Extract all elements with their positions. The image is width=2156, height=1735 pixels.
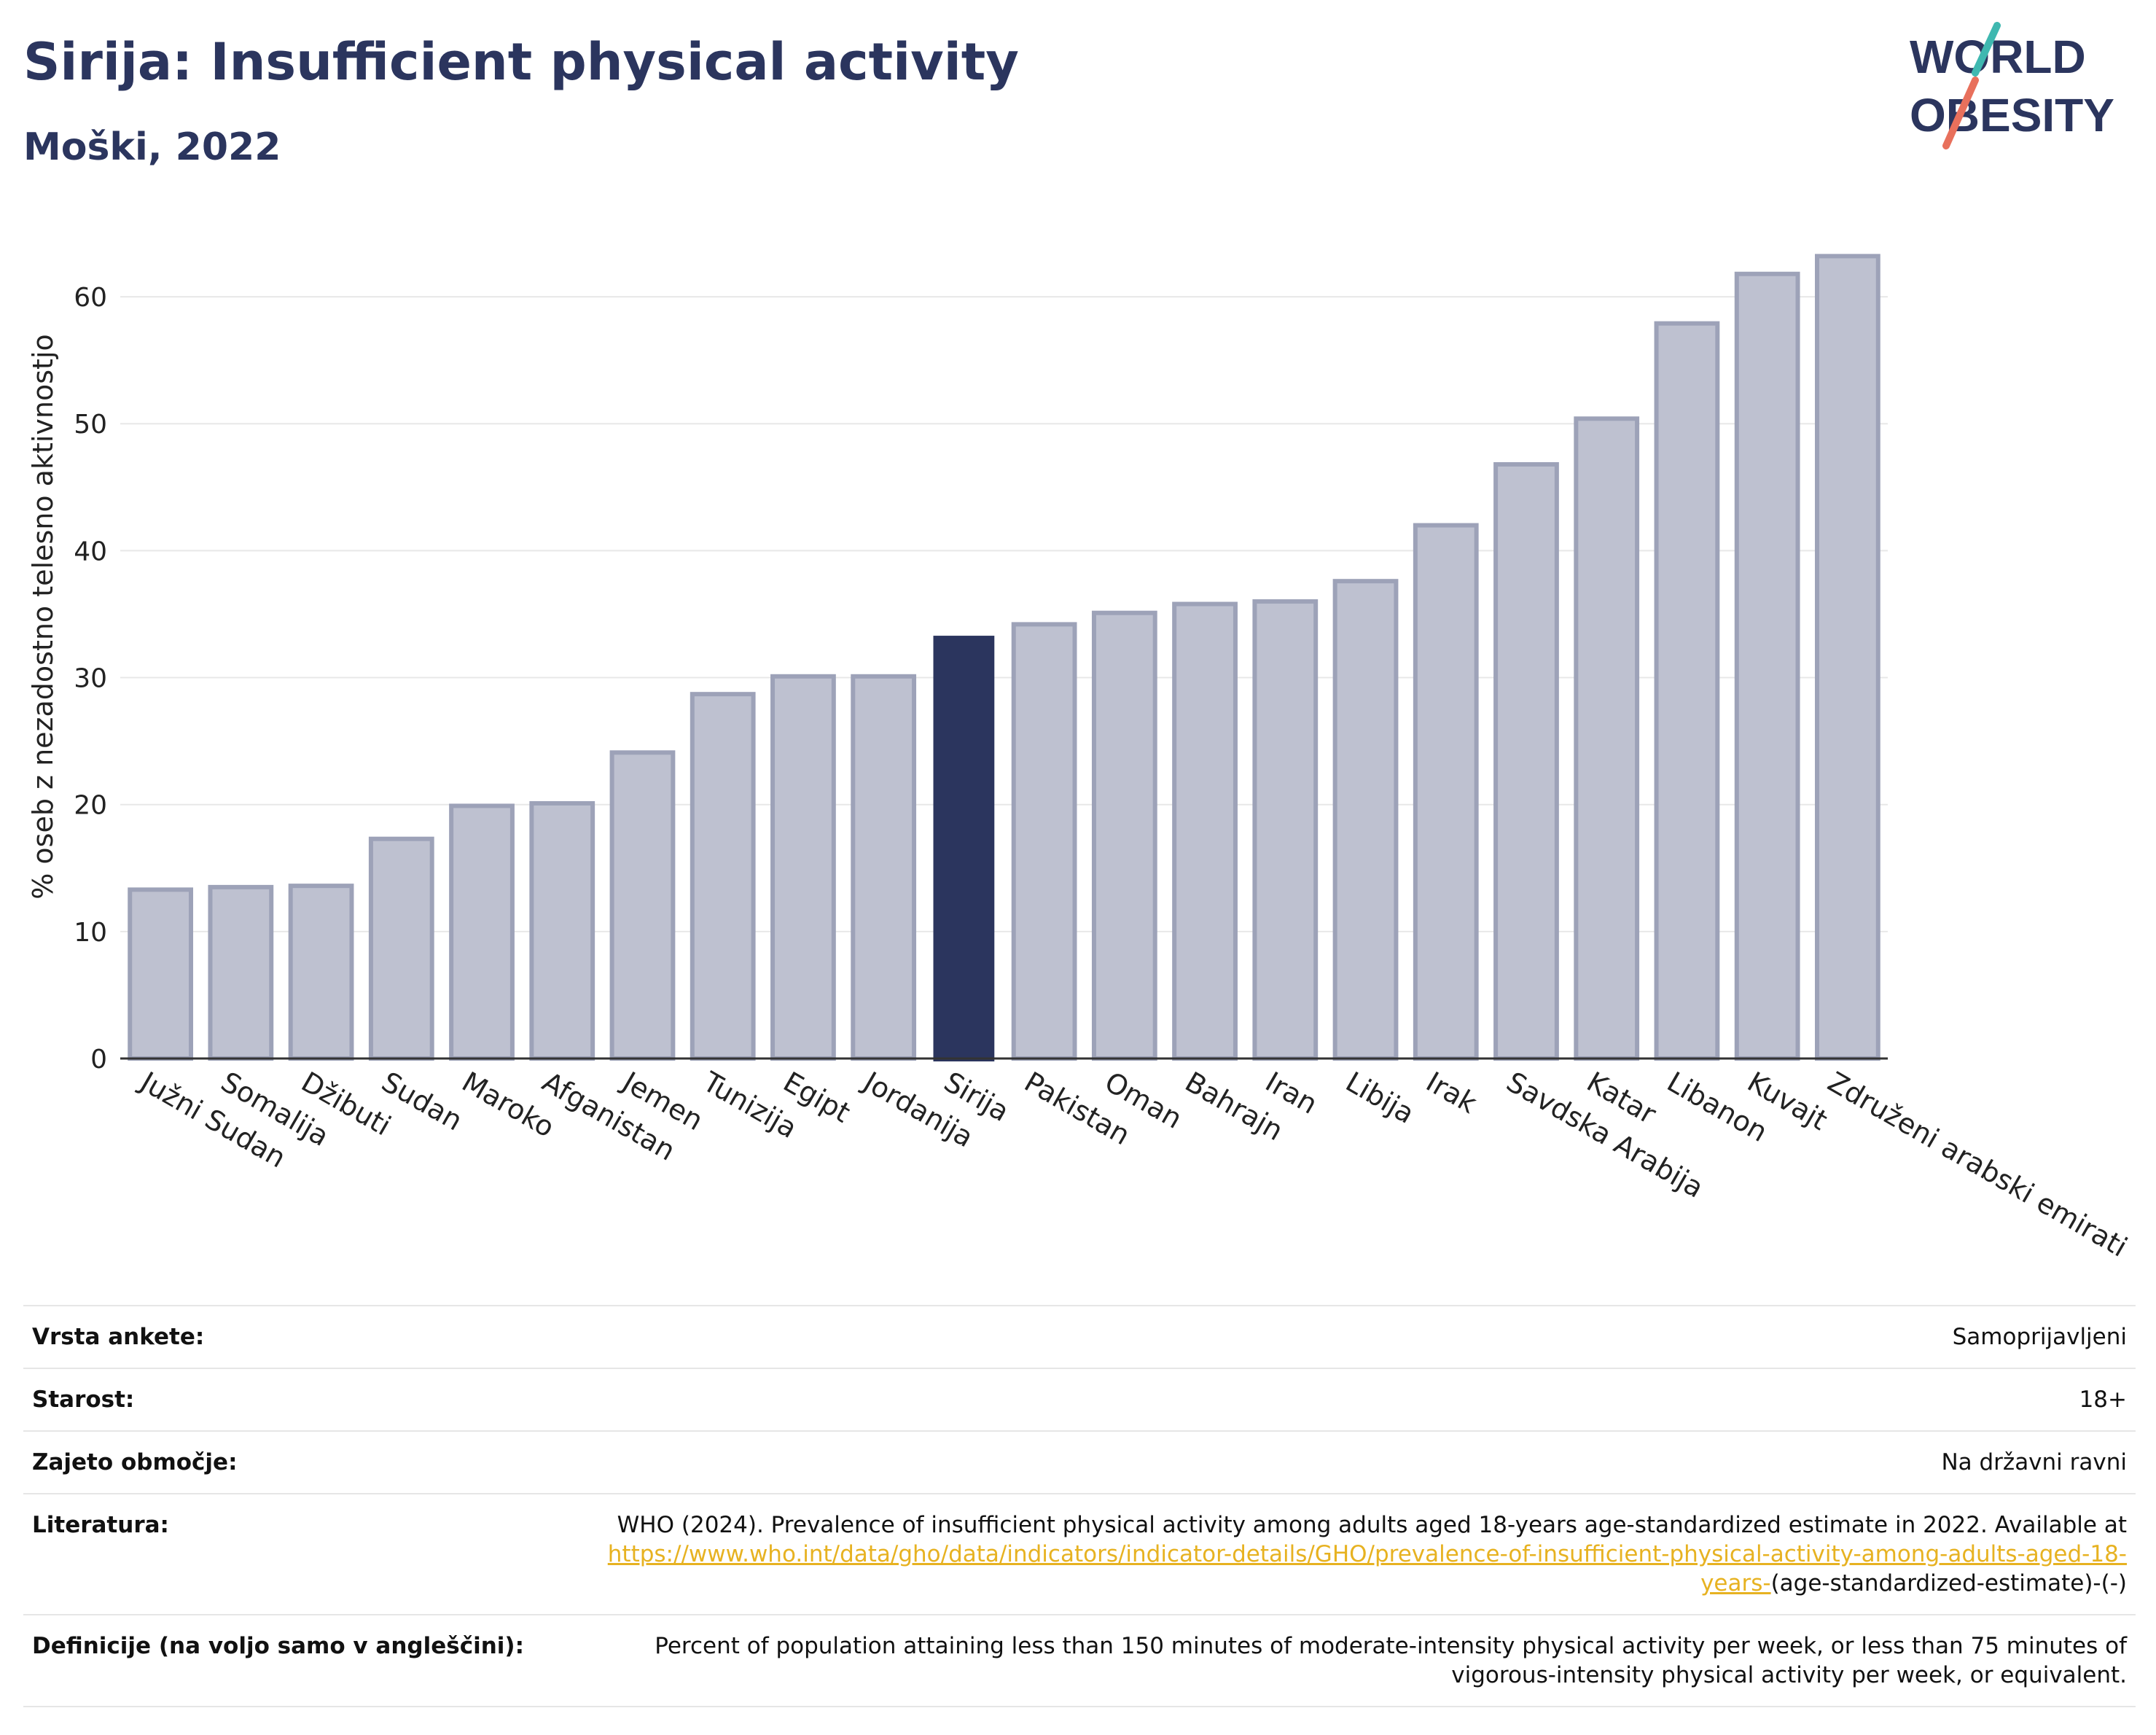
bar <box>449 803 515 1061</box>
meta-row-age: Starost: 18+ <box>23 1368 2136 1431</box>
bar <box>1734 271 1800 1061</box>
bar <box>1172 601 1238 1061</box>
bar <box>1091 610 1157 1061</box>
bar <box>1413 523 1479 1061</box>
definition-label: Definicije (na voljo samo v angleščini): <box>23 1614 595 1707</box>
bar <box>851 674 917 1061</box>
age-value: 18+ <box>595 1368 2136 1431</box>
bar <box>368 836 434 1061</box>
bar <box>1815 254 1880 1061</box>
definition-value: Percent of population attaining less tha… <box>595 1614 2136 1707</box>
y-tick-label: 10 <box>74 918 107 948</box>
coverage-label: Zajeto območje: <box>23 1430 595 1494</box>
bar <box>770 674 836 1061</box>
y-tick-label: 60 <box>74 283 107 313</box>
x-tick-label: Maroko <box>457 1066 561 1144</box>
metadata-table: Vrsta ankete: Samoprijavljeni Starost: 1… <box>23 1305 2136 1707</box>
bar <box>128 887 194 1061</box>
bar <box>529 800 595 1061</box>
bar <box>1332 579 1399 1061</box>
bar <box>1252 599 1319 1061</box>
reference-label: Literatura: <box>23 1493 595 1615</box>
bar-chart: 0 10 20 30 40 50 60 Južni SudanSomalijaDžibuti… <box>27 254 2133 1263</box>
bars <box>128 254 1880 1061</box>
world-obesity-logo: WORLD OBESITY <box>1910 22 2114 149</box>
x-tick-label: Libija <box>1340 1066 1420 1130</box>
y-axis-label: % oseb z nezadostno telesno aktivnostjo <box>27 334 59 900</box>
bar <box>1574 416 1640 1061</box>
bar <box>1654 321 1720 1061</box>
reference-link[interactable]: https://www.who.int/data/gho/data/indica… <box>607 1541 2127 1596</box>
y-tick-label: 40 <box>74 537 107 566</box>
x-tick-labels: Južni SudanSomalijaDžibutiSudanMarokoAfg… <box>134 1065 2133 1263</box>
bar <box>288 884 354 1061</box>
x-tick-label: Sudan <box>376 1066 468 1137</box>
bar <box>1011 622 1077 1061</box>
bar <box>933 636 995 1061</box>
meta-row-survey: Vrsta ankete: Samoprijavljeni <box>23 1305 2136 1368</box>
reference-value: WHO (2024). Prevalence of insufficient p… <box>595 1493 2136 1615</box>
meta-row-definition: Definicije (na voljo samo v angleščini):… <box>23 1614 2136 1707</box>
y-tick-label: 20 <box>74 791 107 821</box>
logo-line1: WORLD <box>1910 31 2086 83</box>
age-label: Starost: <box>23 1368 595 1431</box>
meta-row-reference: Literatura: WHO (2024). Prevalence of in… <box>23 1493 2136 1615</box>
x-tick-label: Združeni arabski emirati <box>1822 1066 2133 1263</box>
reference-tail: (age-standardized-estimate)-(-) <box>1770 1570 2127 1596</box>
meta-row-coverage: Zajeto območje: Na državni ravni <box>23 1430 2136 1494</box>
chart-subtitle: Moški, 2022 <box>23 125 281 169</box>
y-tick-label: 30 <box>74 664 107 694</box>
logo-line2: OBESITY <box>1910 89 2114 141</box>
coverage-value: Na državni ravni <box>595 1430 2136 1494</box>
y-tick-label: 50 <box>74 410 107 440</box>
x-tick-label: Irak <box>1421 1066 1482 1120</box>
y-tick-label: 0 <box>90 1045 107 1075</box>
survey-label: Vrsta ankete: <box>23 1305 595 1368</box>
reference-text: WHO (2024). Prevalence of insufficient p… <box>617 1512 2127 1538</box>
y-tick-labels: 0 10 20 30 40 50 60 <box>74 283 107 1075</box>
bar <box>1493 461 1559 1061</box>
bar <box>690 692 756 1061</box>
survey-value: Samoprijavljeni <box>595 1305 2136 1368</box>
bar <box>609 750 676 1061</box>
bar <box>208 884 274 1061</box>
chart-title: Sirija: Insufficient physical activity <box>23 32 1019 92</box>
